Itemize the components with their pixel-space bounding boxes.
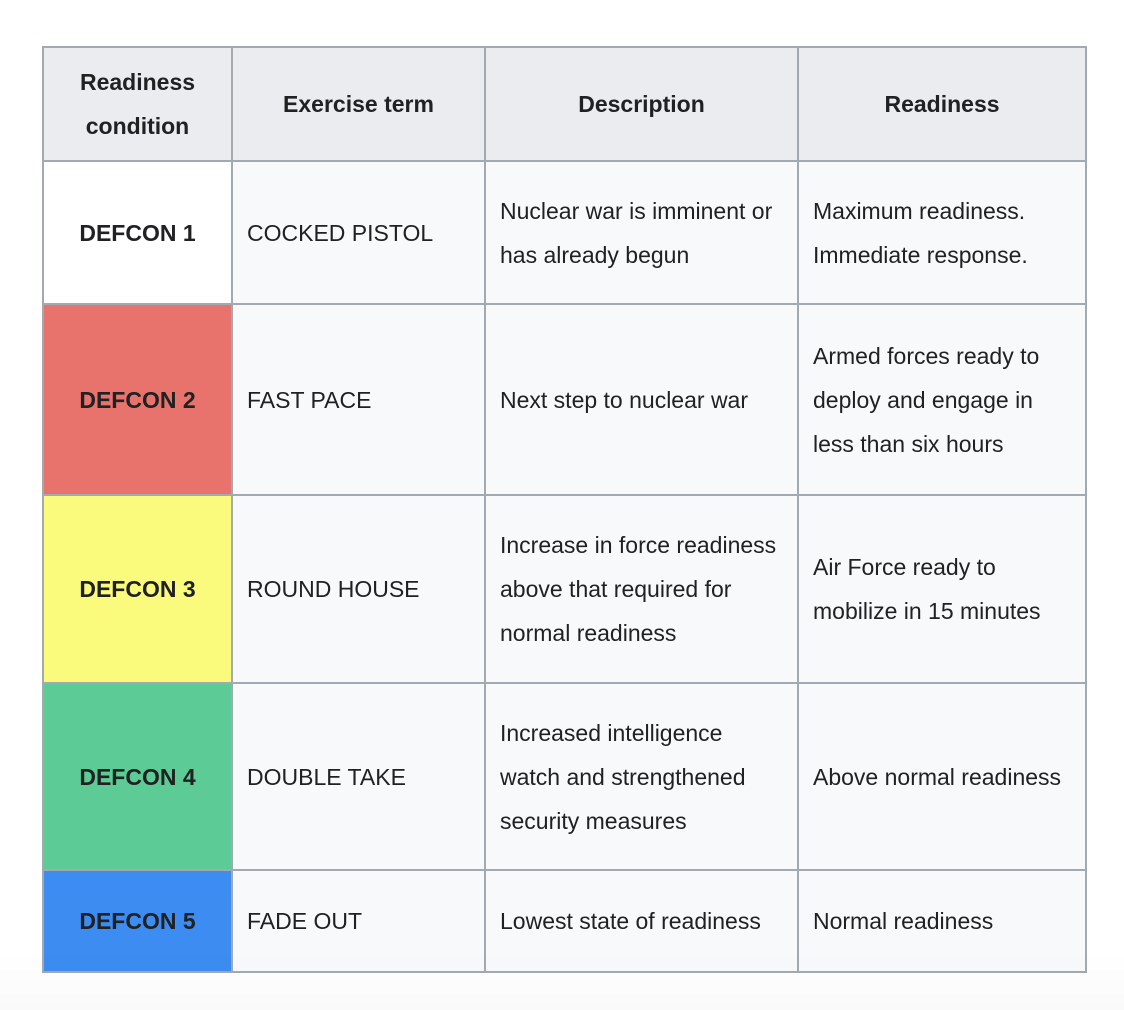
exercise-term-cell: ROUND HOUSE <box>231 494 486 684</box>
column-header-readiness-condition: Readiness condition <box>42 46 233 162</box>
defcon-condition-cell: DEFCON 3 <box>42 494 233 684</box>
description-cell: Lowest state of readiness <box>484 869 799 973</box>
defcon-condition-cell: DEFCON 1 <box>42 160 233 305</box>
exercise-term-cell: FAST PACE <box>231 303 486 496</box>
readiness-cell: Maximum readiness. Immediate response. <box>797 160 1087 305</box>
defcon-condition-cell: DEFCON 4 <box>42 682 233 871</box>
table-row: DEFCON 5 FADE OUT Lowest state of readin… <box>42 869 1087 973</box>
description-cell: Increase in force readiness above that r… <box>484 494 799 684</box>
description-cell: Nuclear war is imminent or has already b… <box>484 160 799 305</box>
column-header-exercise-term: Exercise term <box>231 46 486 162</box>
readiness-cell: Armed forces ready to deploy and engage … <box>797 303 1087 496</box>
exercise-term-cell: DOUBLE TAKE <box>231 682 486 871</box>
column-header-readiness: Readiness <box>797 46 1087 162</box>
column-header-description: Description <box>484 46 799 162</box>
readiness-cell: Normal readiness <box>797 869 1087 973</box>
table-row: DEFCON 2 FAST PACE Next step to nuclear … <box>42 303 1087 496</box>
readiness-cell: Above normal readiness <box>797 682 1087 871</box>
exercise-term-cell: COCKED PISTOL <box>231 160 486 305</box>
defcon-condition-cell: DEFCON 5 <box>42 869 233 973</box>
description-cell: Increased intelligence watch and strengt… <box>484 682 799 871</box>
table-row: DEFCON 4 DOUBLE TAKE Increased intellige… <box>42 682 1087 871</box>
exercise-term-cell: FADE OUT <box>231 869 486 973</box>
defcon-readiness-table: Readiness condition Exercise term Descri… <box>42 46 1087 973</box>
header-row: Readiness condition Exercise term Descri… <box>42 46 1087 162</box>
defcon-condition-cell: DEFCON 2 <box>42 303 233 496</box>
readiness-cell: Air Force ready to mobilize in 15 minute… <box>797 494 1087 684</box>
description-cell: Next step to nuclear war <box>484 303 799 496</box>
table-row: DEFCON 3 ROUND HOUSE Increase in force r… <box>42 494 1087 684</box>
table-row: DEFCON 1 COCKED PISTOL Nuclear war is im… <box>42 160 1087 305</box>
